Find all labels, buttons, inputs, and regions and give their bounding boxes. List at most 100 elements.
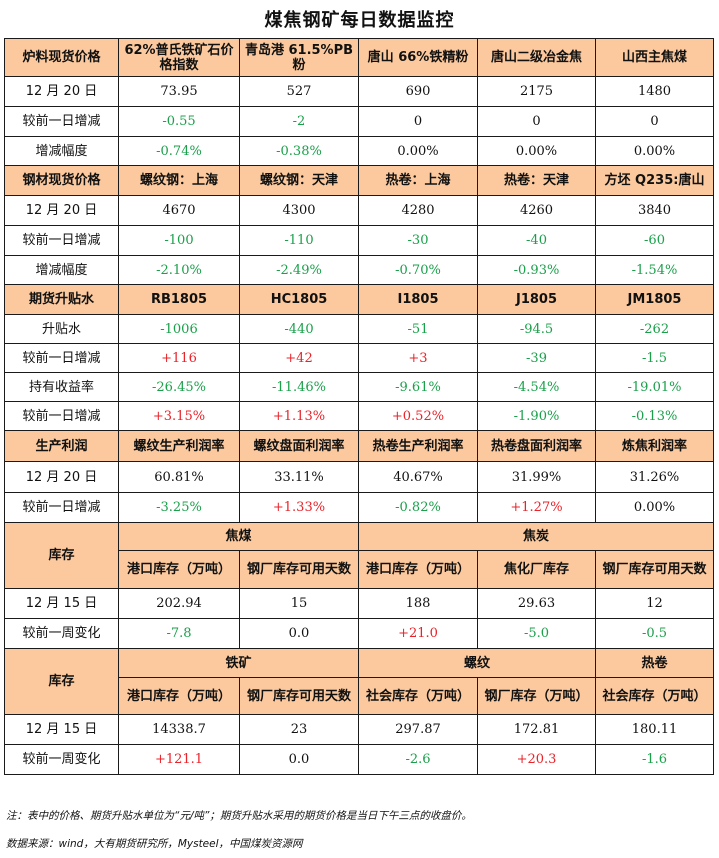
value-cell: -1006 [118,314,240,344]
table-row: 较前一日增减 -100 -110 -30 -40 -60 [4,225,714,256]
value-cell: +1.27% [477,492,596,523]
value-cell: -0.74% [118,136,240,166]
group-header: 铁矿 [118,648,359,678]
row-label: 较前一日增减 [4,343,119,373]
row-label: 较前一周变化 [4,618,119,649]
value-cell: +42 [239,343,359,373]
row-label: 12 月 20 日 [4,461,119,493]
group-header: 焦煤 [118,522,359,551]
header-cell: RB1805 [118,284,240,315]
sub-header: 焦化厂库存 [477,550,596,589]
row-label: 较前一日增减 [4,492,119,523]
value-cell: -440 [239,314,359,344]
value-cell: +121.1 [118,744,240,775]
header-cell: 热卷生产利润率 [358,430,478,462]
value-cell: 14338.7 [118,714,240,745]
value-cell: 0.00% [358,136,478,166]
value-cell: -3.25% [118,492,240,523]
value-cell: +3.15% [118,401,240,431]
value-cell: 33.11% [239,461,359,493]
table-row: 较前一周变化 +121.1 0.0 -2.6 +20.3 -1.6 [4,744,714,775]
inventory-sub-row: 港口库存（万吨） 钢厂库存可用天数 港口库存（万吨） 焦化厂库存 钢厂库存可用天数 [5,550,714,589]
header-cell: 螺纹生产利润率 [118,430,240,462]
value-cell: -1.90% [477,401,596,431]
report-title: 煤焦钢矿每日数据监控 [264,10,455,31]
value-cell: 0.0 [239,618,359,649]
value-cell: -100 [118,225,240,256]
sub-header: 钢厂库存可用天数 [239,677,359,715]
inventory-label: 库存 [4,522,119,589]
value-cell: 40.67% [358,461,478,493]
section-header-row: 钢材现货价格 螺纹钢：上海 螺纹钢：天津 热卷：上海 热卷：天津 方坯 Q235:唐山 [4,165,714,196]
value-cell: +1.33% [239,492,359,523]
value-cell: -51 [358,314,478,344]
section-header-row: 生产利润 螺纹生产利润率 螺纹盘面利润率 热卷生产利润率 热卷盘面利润率 炼焦利润率 [4,430,714,462]
sub-header: 港口库存（万吨） [118,677,240,715]
value-cell: -2.49% [239,255,359,285]
value-cell: +116 [118,343,240,373]
header-cell: J1805 [477,284,596,315]
sub-header: 钢厂库存可用天数 [595,550,714,589]
header-cell: 螺纹钢：天津 [239,165,359,196]
row-label: 升贴水 [4,314,119,344]
header-cell: 山西主焦煤 [595,38,714,77]
header-cell: 热卷：上海 [358,165,478,196]
sub-header: 钢厂库存（万吨） [477,677,596,715]
value-cell: -9.61% [358,372,478,402]
value-cell: -4.54% [477,372,596,402]
value-cell: +20.3 [477,744,596,775]
value-cell: -60 [595,225,714,256]
monitor-table: 炉料现货价格 62%普氏铁矿石价格指数 青岛港 61.5%PB粉 唐山 66%铁精粉唐… [4,38,714,775]
value-cell: +21.0 [358,618,478,649]
inventory-group-row: 库存 铁矿 螺纹 热卷 [4,648,714,715]
sub-header: 社会库存（万吨） [358,677,478,715]
row-label: 较前一日增减 [4,401,119,431]
value-cell: 31.26% [595,461,714,493]
value-cell: 0.00% [595,136,714,166]
sub-header: 港口库存（万吨） [118,550,240,589]
header-cell: 生产利润 [4,430,119,462]
table-row: 较前一日增减 -3.25% +1.33% -0.82% +1.27% 0.00% [4,492,714,523]
value-cell: -40 [477,225,596,256]
value-cell: 180.11 [595,714,714,745]
value-cell: -11.46% [239,372,359,402]
inventory-label: 库存 [4,648,119,715]
value-cell: 0.00% [477,136,596,166]
table-row: 增减幅度 -2.10% -2.49% -0.70% -0.93% -1.54% [4,255,714,285]
row-label: 12 月 15 日 [4,588,119,619]
row-label: 持有收益率 [4,372,119,402]
value-cell: -39 [477,343,596,373]
section-header-row: 期货升贴水 RB1805 HC1805 I1805 J1805 JM1805 [4,284,714,315]
row-label: 较前一日增减 [4,106,119,137]
value-cell: -5.0 [477,618,596,649]
row-label: 较前一周变化 [4,744,119,775]
header-cell: 唐山 66%铁精粉 [358,38,478,77]
group-header: 螺纹 [358,648,596,678]
table-row: 较前一日增减 -0.55 -2 0 0 0 [4,106,714,137]
value-cell: 4670 [118,195,240,226]
value-cell: 73.95 [118,76,240,107]
value-cell: -0.38% [239,136,359,166]
value-cell: 3840 [595,195,714,226]
sub-header: 港口库存（万吨） [358,550,478,589]
value-cell: -110 [239,225,359,256]
value-cell: 0.00% [595,492,714,523]
value-cell: -0.93% [477,255,596,285]
header-cell: 期货升贴水 [4,284,119,315]
value-cell: -1.5 [595,343,714,373]
row-label: 12 月 20 日 [4,76,119,107]
group-header: 焦炭 [358,522,714,551]
value-cell: -0.82% [358,492,478,523]
value-cell: 0 [477,106,596,137]
value-cell: -262 [595,314,714,344]
data-source: 数据来源：wind，大有期货研究所，Mysteel，中国煤炭资源网 [6,838,303,850]
table-row: 升贴水 -1006 -440 -51 -94.5 -262 [4,314,714,344]
value-cell: -1.54% [595,255,714,285]
value-cell: 172.81 [477,714,596,745]
value-cell: 188 [358,588,478,619]
section-header-row: 炉料现货价格 62%普氏铁矿石价格指数 青岛港 61.5%PB粉 唐山 66%铁精粉唐… [4,38,714,77]
header-cell: 方坯 Q235:唐山 [595,165,714,196]
value-cell: 15 [239,588,359,619]
row-label: 12 月 15 日 [4,714,119,745]
sub-header: 社会库存（万吨） [595,677,714,715]
